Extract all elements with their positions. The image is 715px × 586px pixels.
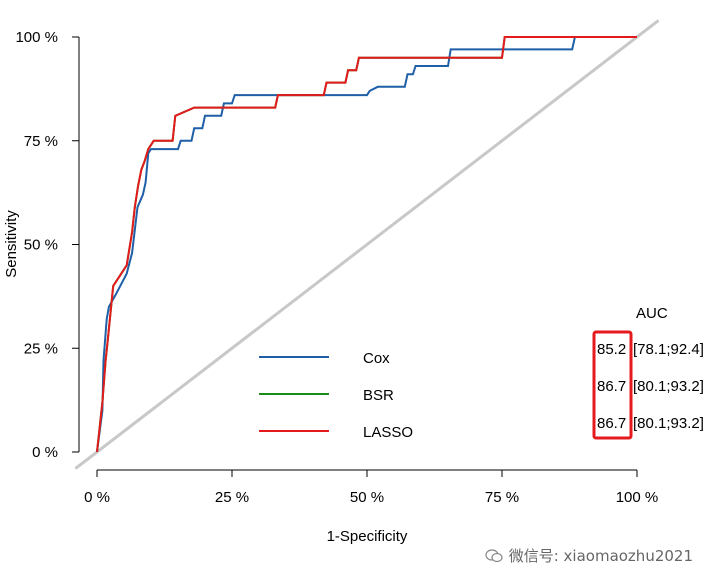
y-tick-label: 100 % [15,29,58,46]
legend-label-lasso: LASSO [363,424,413,441]
roc-line-lasso [96,36,637,453]
x-axis-label: 1-Specificity [327,528,408,545]
y-tick-label: 0 % [32,444,58,461]
x-tick-label: 25 % [215,489,249,506]
x-tick-label: 0 % [84,489,110,506]
auc-ci-cox: [78.1;92.4] [633,341,704,358]
auc-value-cox: 85.2 [597,341,626,358]
legend-label-bsr: BSR [363,387,394,404]
roc-line-cox [96,36,637,453]
reference-diagonal [74,19,660,470]
y-tick-label: 75 % [24,133,58,150]
x-tick-label: 50 % [350,489,384,506]
x-tick-label: 75 % [485,489,519,506]
y-tick-label: 25 % [24,340,58,357]
auc-ci-bsr: [80.1;93.2] [633,378,704,395]
auc-highlight-box [592,330,633,440]
auc-value-bsr: 86.7 [597,378,626,395]
auc-ci-lasso: [80.1;93.2] [633,415,704,432]
x-tick-label: 100 % [616,489,659,506]
auc-header: AUC [636,305,668,322]
watermark: 微信号: xiaomaozhu2021 [485,545,693,566]
wechat-icon [485,548,503,562]
auc-value-lasso: 86.7 [597,415,626,432]
y-tick-label: 50 % [24,237,58,254]
y-axis-label: Sensitivity [3,210,20,278]
watermark-text: 微信号: xiaomaozhu2021 [508,547,693,565]
legend-label-cox: Cox [363,350,390,367]
